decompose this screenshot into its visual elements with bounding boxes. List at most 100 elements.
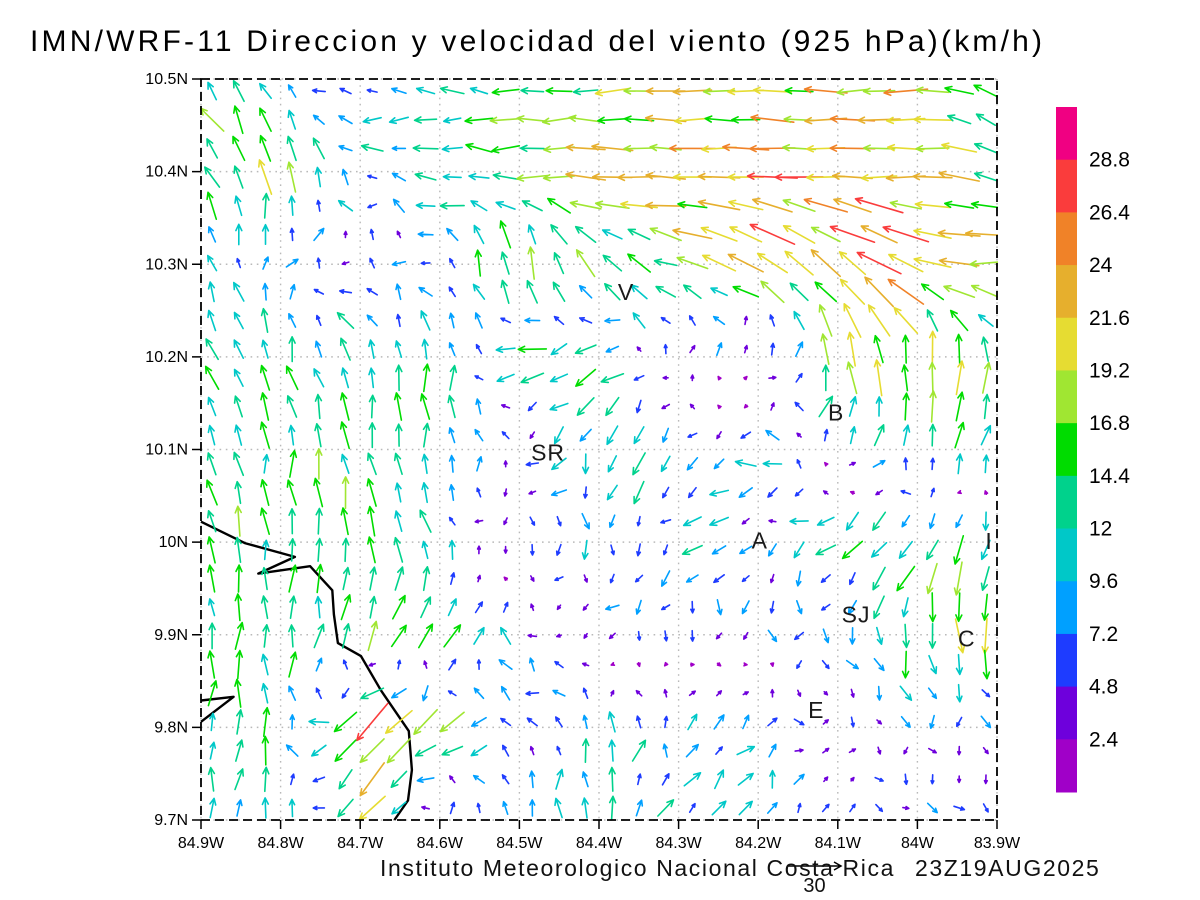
wind-arrow bbox=[957, 745, 962, 756]
wind-arrow bbox=[340, 392, 350, 421]
wind-arrow bbox=[653, 258, 678, 267]
wind-arrow bbox=[982, 649, 991, 680]
wind-arrow bbox=[926, 539, 939, 561]
wind-arrow bbox=[928, 654, 938, 675]
colorbar-label: 19.2 bbox=[1089, 359, 1130, 382]
wind-arrow bbox=[549, 402, 569, 411]
wind-arrow bbox=[391, 688, 407, 699]
wind-arrow bbox=[288, 624, 296, 648]
wind-arrow bbox=[234, 480, 242, 505]
wind-arrow bbox=[420, 596, 432, 619]
wind-arrow bbox=[206, 536, 216, 564]
wind-arrow bbox=[867, 304, 891, 337]
wind-arrow bbox=[789, 517, 809, 525]
wind-arrow bbox=[794, 401, 804, 412]
wind-arrow bbox=[261, 223, 270, 245]
wind-arrow bbox=[848, 461, 856, 466]
colorbar-segment bbox=[1056, 212, 1077, 266]
wind-arrow bbox=[476, 659, 482, 670]
wind-arrow bbox=[262, 706, 271, 737]
wind-arrow bbox=[550, 224, 568, 245]
wind-arrow bbox=[391, 172, 407, 182]
wind-arrow bbox=[649, 143, 682, 152]
wind-arrow bbox=[552, 281, 566, 302]
wind-arrow bbox=[475, 398, 482, 415]
wind-arrow bbox=[396, 313, 401, 328]
wind-arrow bbox=[795, 570, 802, 587]
colorbar-label: 2.4 bbox=[1089, 728, 1119, 751]
wind-arrow bbox=[235, 739, 244, 762]
wind-arrow bbox=[768, 375, 777, 380]
wind-arrow bbox=[367, 203, 378, 209]
wind-arrow bbox=[716, 431, 722, 440]
wind-arrow bbox=[582, 603, 589, 611]
city-marker-label: SJ bbox=[842, 601, 871, 627]
wind-arrow bbox=[649, 227, 682, 242]
wind-arrow bbox=[875, 396, 883, 417]
wind-arrow bbox=[796, 459, 802, 469]
wind-arrow bbox=[929, 714, 935, 729]
wind-arrow bbox=[474, 375, 484, 381]
wind-arrow bbox=[260, 392, 270, 421]
colorbar-segment bbox=[1056, 633, 1077, 688]
wind-arrow bbox=[789, 282, 809, 302]
colorbar-segment bbox=[1056, 370, 1077, 424]
wind-arrow bbox=[969, 260, 998, 268]
wind-arrow bbox=[391, 87, 407, 95]
wind-arrow bbox=[368, 394, 377, 419]
wind-arrow bbox=[288, 798, 296, 818]
colorbar-label: 26.4 bbox=[1089, 201, 1130, 224]
wind-arrow bbox=[530, 543, 535, 556]
wind-arrow bbox=[955, 333, 963, 365]
wind-arrow bbox=[421, 685, 429, 702]
wind-vectors bbox=[200, 80, 998, 821]
colorbar-segment bbox=[1056, 739, 1077, 793]
wind-arrow bbox=[421, 482, 429, 504]
wind-arrow bbox=[395, 423, 403, 447]
wind-arrow bbox=[701, 254, 737, 272]
wind-arrow bbox=[928, 592, 937, 623]
wind-arrow bbox=[782, 198, 816, 212]
wind-arrow bbox=[820, 333, 830, 365]
wind-arrow bbox=[550, 343, 568, 356]
y-tick-label: 10N bbox=[159, 534, 188, 551]
wind-arrow bbox=[549, 373, 569, 383]
wind-arrow bbox=[439, 86, 465, 95]
wind-arrow bbox=[368, 422, 376, 449]
wind-arrow bbox=[233, 368, 244, 387]
wind-arrow bbox=[554, 660, 564, 669]
wind-arrow bbox=[261, 797, 270, 819]
wind-arrow bbox=[768, 743, 777, 758]
wind-arrow bbox=[633, 480, 645, 505]
wind-arrow bbox=[973, 171, 998, 182]
wind-arrow bbox=[447, 598, 457, 617]
wind-arrow bbox=[973, 142, 998, 154]
wind-arrow bbox=[358, 795, 386, 821]
wind-arrow bbox=[233, 311, 244, 330]
wind-arrow bbox=[915, 86, 950, 94]
wind-arrow bbox=[903, 746, 909, 755]
wind-arrow bbox=[555, 543, 562, 556]
wind-arrow bbox=[412, 144, 439, 152]
wind-arrow bbox=[204, 365, 220, 390]
wind-arrow bbox=[729, 226, 763, 243]
wind-arrow bbox=[810, 226, 841, 243]
wind-arrow bbox=[900, 489, 912, 495]
wind-arrow bbox=[688, 690, 696, 697]
wind-arrow bbox=[953, 535, 965, 565]
wind-arrow bbox=[716, 342, 723, 357]
wind-arrow bbox=[902, 424, 911, 446]
wind-arrow bbox=[608, 766, 616, 792]
wind-arrow bbox=[527, 224, 537, 245]
wind-arrow bbox=[339, 87, 352, 95]
wind-arrow bbox=[635, 399, 642, 414]
wind-arrow bbox=[474, 312, 483, 329]
wind-arrow bbox=[741, 600, 750, 615]
wind-arrow bbox=[768, 519, 777, 524]
wind-arrow bbox=[470, 200, 488, 212]
wind-arrow bbox=[314, 423, 322, 448]
wind-arrow bbox=[234, 536, 242, 563]
wind-arrow bbox=[233, 339, 245, 359]
wind-arrow bbox=[234, 505, 242, 537]
wind-arrow bbox=[955, 453, 964, 475]
